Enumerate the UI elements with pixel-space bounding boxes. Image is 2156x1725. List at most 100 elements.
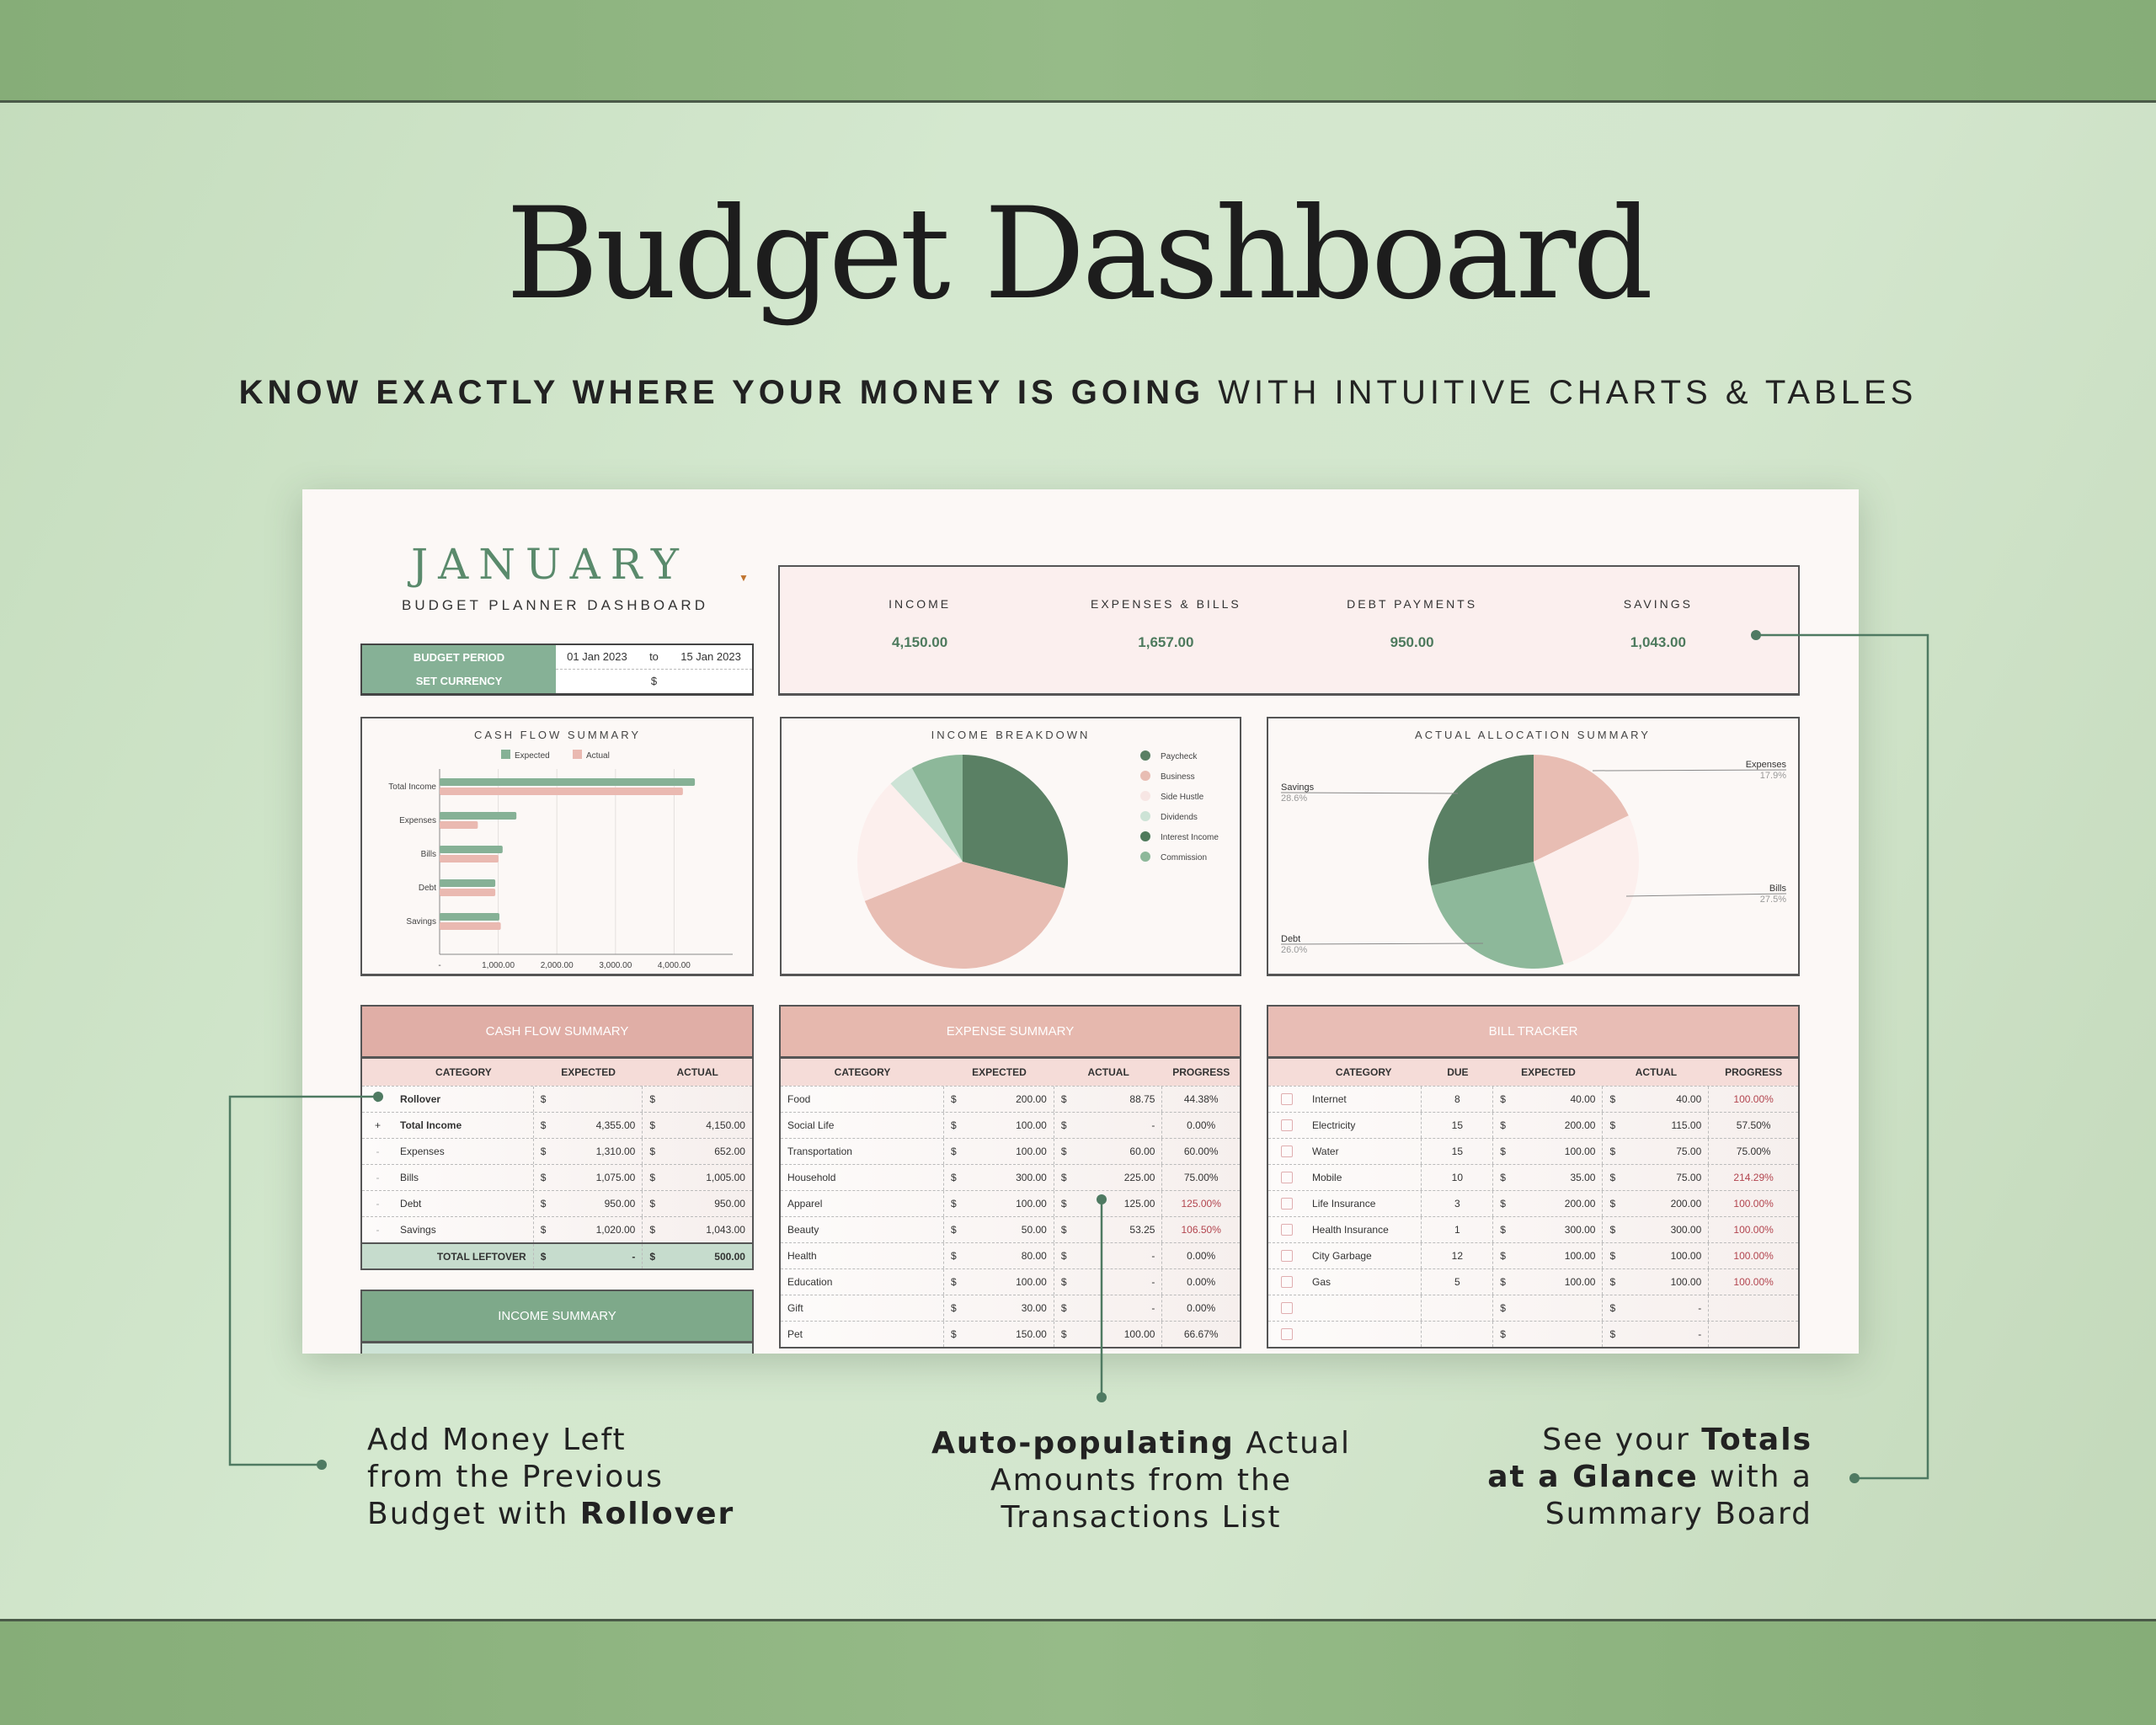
x-tick-label: 4,000.00 [658,961,691,970]
checkbox-icon[interactable] [1281,1328,1293,1340]
category-cell[interactable]: Education [781,1269,945,1295]
chart-title: INCOME BREAKDOWN [931,729,1091,741]
bottom-band [0,1619,2156,1725]
period-start-input[interactable]: 01 Jan 2023 [567,650,627,664]
total-expected-value: - [632,1250,636,1263]
paid-checkbox[interactable] [1268,1322,1305,1347]
checkbox-icon[interactable] [1281,1224,1293,1236]
chart-title: ACTUAL ALLOCATION SUMMARY [1415,729,1651,741]
actual-cell: $950.00 [643,1191,752,1216]
expected-value: 4,355.00 [595,1119,636,1131]
checkbox-icon[interactable] [1281,1146,1293,1157]
currency-symbol: $ [951,1198,957,1210]
checkbox-icon[interactable] [1281,1302,1293,1314]
paid-checkbox[interactable] [1268,1165,1305,1190]
currency-symbol: $ [540,1224,547,1236]
category-cell[interactable]: Electricity [1305,1113,1422,1138]
actual-value: - [1151,1302,1155,1314]
chart-title: CASH FLOW SUMMARY [474,729,641,741]
expected-cell: $100.00 [1493,1139,1604,1164]
currency-symbol: $ [951,1119,957,1131]
currency-symbol: $ [1060,1276,1067,1288]
category-cell[interactable]: Total Income [393,1113,534,1138]
category-cell[interactable]: Apparel [781,1191,945,1216]
y-tick-label: Expenses [399,816,436,825]
category-cell[interactable]: Gas [1305,1269,1422,1295]
category-cell[interactable]: Mobile [1305,1165,1422,1190]
category-cell[interactable]: Gift [781,1295,945,1321]
category-cell[interactable]: Beauty [781,1217,945,1242]
summary-income: INCOME 4,150.00 [797,567,1043,693]
callout-text: Budget with [367,1497,580,1531]
category-cell[interactable]: Water [1305,1139,1422,1164]
paid-checkbox[interactable] [1268,1243,1305,1268]
paid-checkbox[interactable] [1268,1269,1305,1295]
total-label: TOTAL LEFTOVER [362,1244,534,1268]
paid-checkbox[interactable] [1268,1087,1305,1112]
bar-actual [440,821,478,829]
paid-checkbox[interactable] [1268,1113,1305,1138]
expected-value: 100.00 [1564,1146,1596,1157]
slice-percent: 17.9% [1760,771,1786,781]
actual-value: 53.25 [1129,1224,1155,1236]
checkbox-icon[interactable] [1281,1119,1293,1131]
category-cell[interactable]: Health [781,1243,945,1268]
callout-line: from the Previous [367,1460,664,1494]
table-row: Life Insurance 3 $200.00 $200.00 100.00% [1268,1190,1798,1216]
category-cell[interactable]: Pet [781,1322,945,1347]
dropdown-caret-icon[interactable]: ▼ [739,572,749,584]
category-cell[interactable]: Rollover [393,1087,534,1112]
category-cell[interactable]: Bills [393,1165,534,1190]
callout-text: See your [1542,1423,1702,1457]
paid-checkbox[interactable] [1268,1217,1305,1242]
checkbox-icon[interactable] [1281,1250,1293,1262]
category-cell[interactable]: Savings [393,1217,534,1242]
currency-select[interactable]: $ [556,669,752,693]
expected-cell: $300.00 [944,1165,1054,1190]
paid-checkbox[interactable] [1268,1295,1305,1321]
category-cell[interactable]: Expenses [393,1139,534,1164]
category-cell[interactable]: Life Insurance [1305,1191,1422,1216]
actual-cell: $53.25 [1054,1217,1163,1242]
category-cell[interactable] [1305,1322,1422,1347]
pie-slice-side-hustle [857,783,963,901]
checkbox-icon[interactable] [1281,1172,1293,1183]
callout-line: Budget with Rollover [367,1496,734,1533]
paid-checkbox[interactable] [1268,1139,1305,1164]
paid-checkbox[interactable] [1268,1191,1305,1216]
category-cell[interactable]: Debt [393,1191,534,1216]
y-tick-label: Total Income [388,782,436,792]
subtitle-rest: WITH INTUITIVE CHARTS & TABLES [1218,374,1918,411]
currency-symbol: $ [1609,1119,1616,1131]
due-cell [1422,1322,1494,1347]
y-tick-label: Debt [419,884,436,893]
table-row: Health Insurance 1 $300.00 $300.00 100.00% [1268,1216,1798,1242]
checkbox-icon[interactable] [1281,1093,1293,1105]
summary-savings: SAVINGS 1,043.00 [1535,567,1781,693]
legend-dot [1140,791,1150,801]
expected-cell: $1,310.00 [534,1139,643,1164]
period-end-input[interactable]: 15 Jan 2023 [680,650,741,664]
expected-cell: $200.00 [944,1087,1054,1112]
category-cell[interactable]: Food [781,1087,945,1112]
category-cell[interactable]: Transportation [781,1139,945,1164]
actual-cell: $652.00 [643,1139,752,1164]
category-cell[interactable]: Internet [1305,1087,1422,1112]
category-cell[interactable]: Health Insurance [1305,1217,1422,1242]
actual-value: 200.00 [1670,1198,1702,1210]
table-row: Health $80.00 $ -0.00% [781,1242,1240,1268]
summary-value: 1,043.00 [1630,634,1686,650]
column-header: ACTUAL [1087,1066,1129,1078]
checkbox-icon[interactable] [1281,1198,1293,1210]
category-cell[interactable]: City Garbage [1305,1243,1422,1268]
callout-totals: See your Totals at a Glance with a Summa… [1432,1422,1812,1533]
callout-auto-populating: Auto-populating Actual Amounts from the … [889,1425,1394,1536]
row-marker: - [376,1146,380,1157]
category-cell[interactable]: Social Life [781,1113,945,1138]
checkbox-icon[interactable] [1281,1276,1293,1288]
expected-cell: $4,355.00 [534,1113,643,1138]
expected-cell: $100.00 [1493,1269,1604,1295]
category-cell[interactable] [1305,1295,1422,1321]
callout-line: See your Totals [1432,1422,1812,1459]
category-cell[interactable]: Household [781,1165,945,1190]
